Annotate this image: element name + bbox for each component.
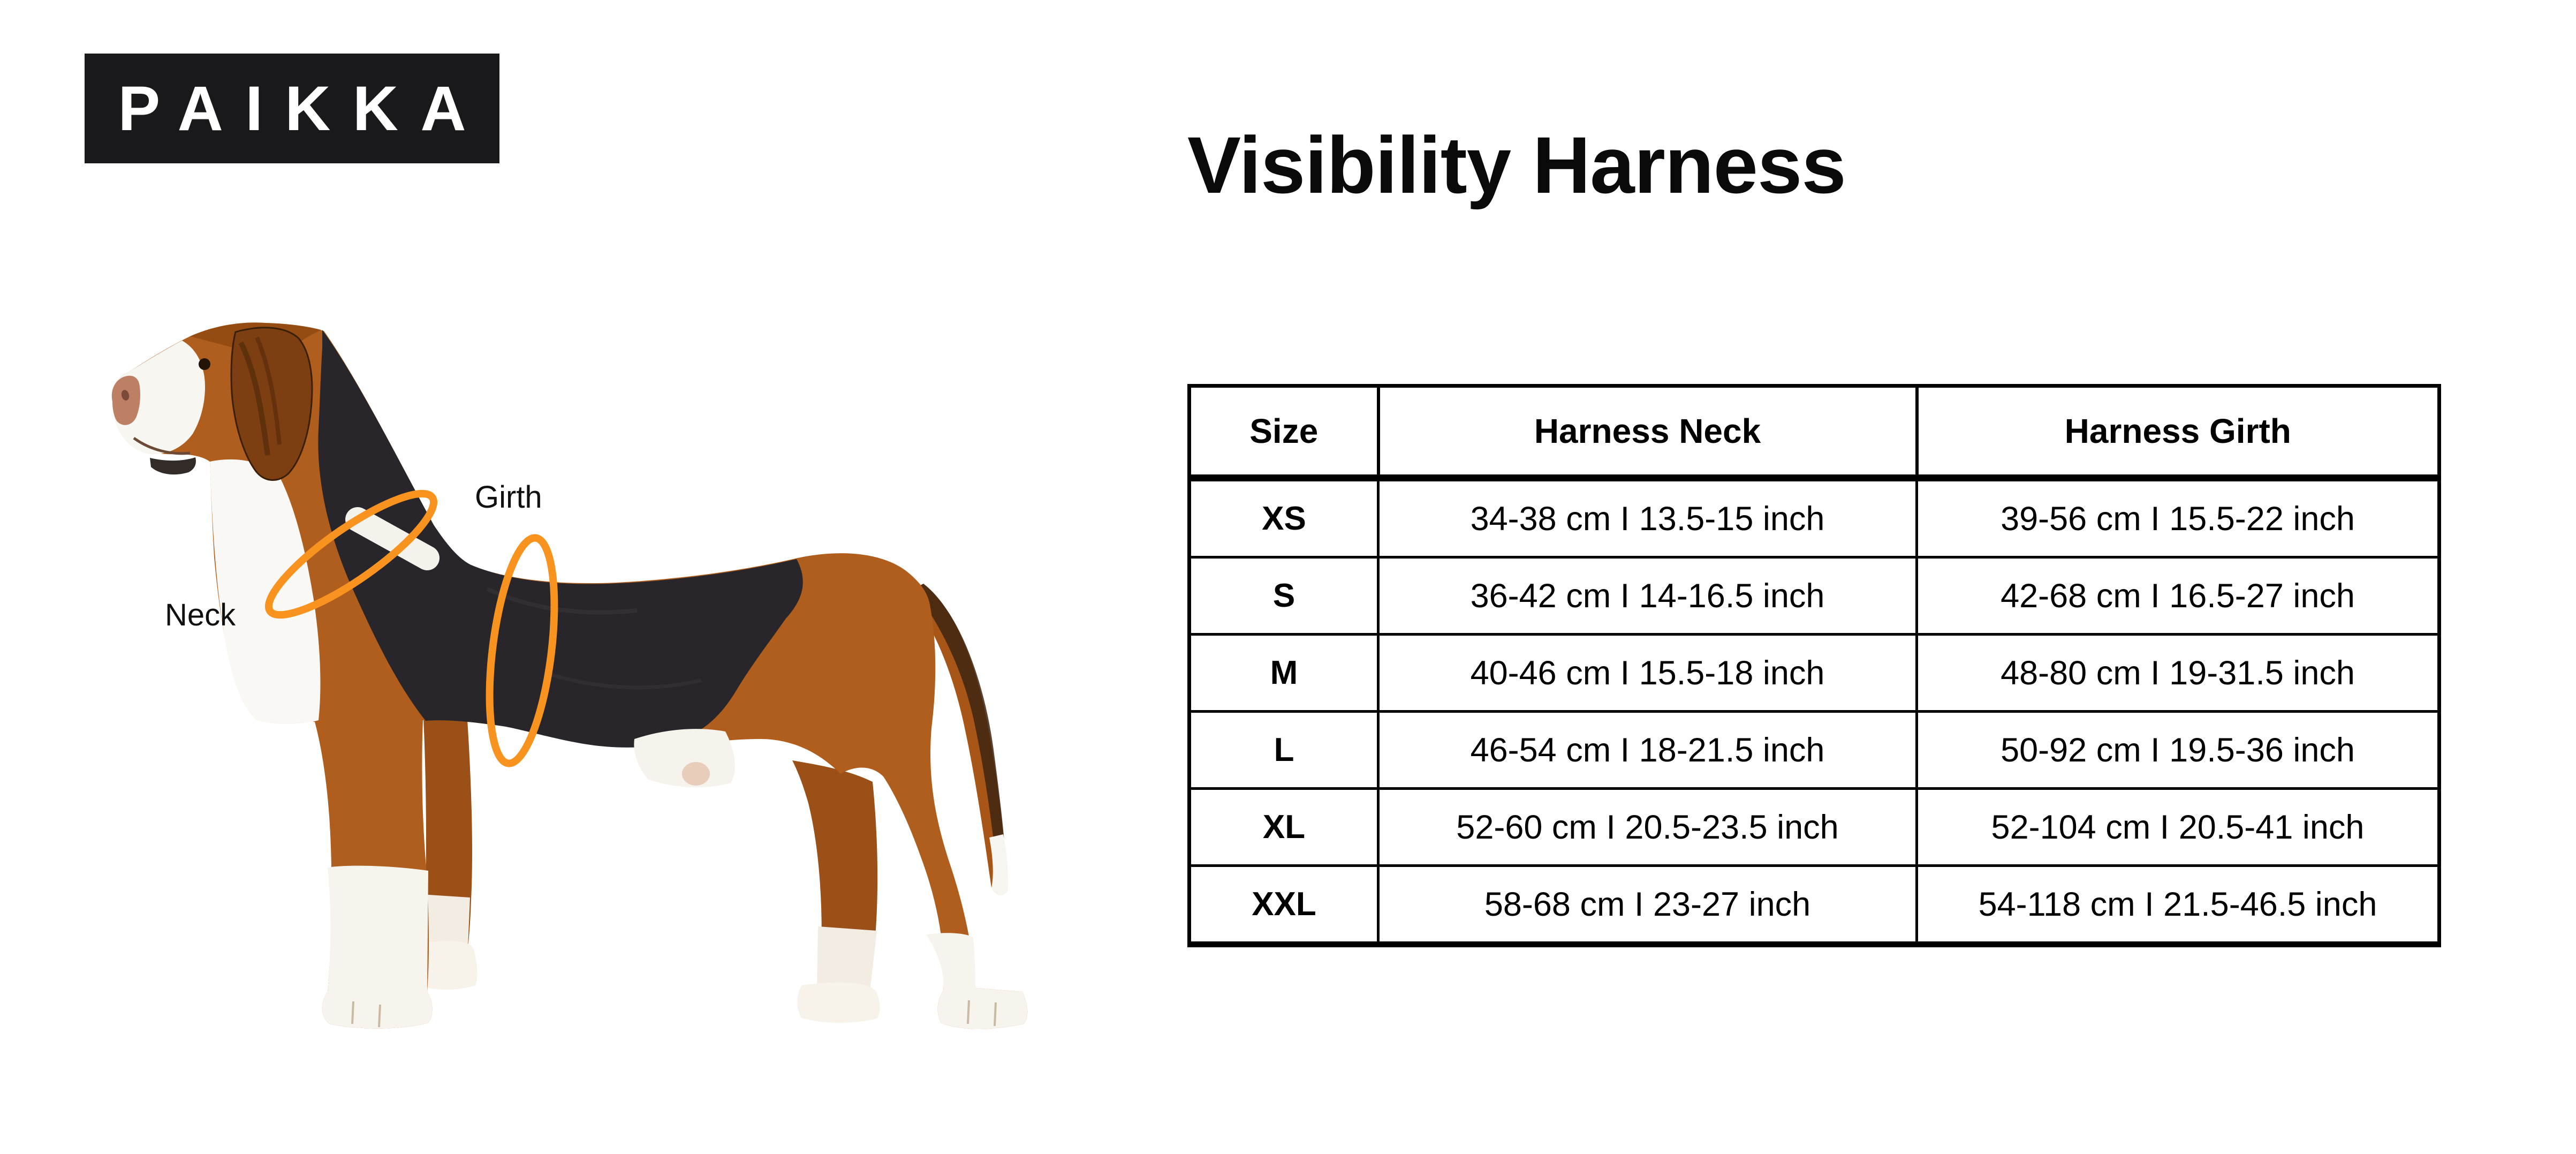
cell-size: M	[1188, 633, 1380, 713]
table-row-xs: XS 34-38 cm I 13.5-15 inch 39-56 cm I 15…	[1188, 477, 2441, 559]
dog-measurement-diagram: Girth Neck	[111, 322, 1028, 1029]
cell-size: XS	[1188, 477, 1380, 559]
neck-measurement-ring	[264, 489, 438, 619]
dog-ear	[230, 327, 313, 481]
cell-neck: 52-60 cm I 20.5-23.5 inch	[1377, 787, 1918, 867]
neck-label: Neck	[165, 598, 236, 632]
cell-neck: 40-46 cm I 15.5-18 inch	[1377, 633, 1918, 713]
page-title: Visibility Harness	[1187, 120, 1846, 210]
cell-girth: 54-118 cm I 21.5-46.5 inch	[1915, 864, 2441, 947]
table-row-l: L 46-54 cm I 18-21.5 inch 50-92 cm I 19.…	[1188, 710, 2441, 790]
cell-neck: 36-42 cm I 14-16.5 inch	[1377, 556, 1918, 636]
size-table-header-row: Size Harness Neck Harness Girth	[1187, 384, 2441, 481]
cell-neck: 46-54 cm I 18-21.5 inch	[1377, 710, 1918, 790]
dog-chest-marking	[210, 459, 321, 725]
dog-collar-marking	[345, 507, 440, 570]
girth-label: Girth	[475, 480, 542, 515]
table-row-xxl: XXL 58-68 cm I 23-27 inch 54-118 cm I 21…	[1188, 864, 2441, 947]
cell-girth: 48-80 cm I 19-31.5 inch	[1915, 633, 2441, 713]
table-row-xl: XL 52-60 cm I 20.5-23.5 inch 52-104 cm I…	[1188, 787, 2441, 867]
cell-girth: 39-56 cm I 15.5-22 inch	[1915, 477, 2441, 559]
header-harness-girth: Harness Girth	[1915, 384, 2441, 481]
cell-neck: 34-38 cm I 13.5-15 inch	[1377, 477, 1918, 559]
size-table: Size Harness Neck Harness Girth XS 34-38…	[1187, 384, 2441, 947]
cell-girth: 50-92 cm I 19.5-36 inch	[1915, 710, 2441, 790]
brand-logo-text: PAIKKA	[118, 73, 488, 144]
cell-size: L	[1188, 710, 1380, 790]
cell-girth: 52-104 cm I 20.5-41 inch	[1915, 787, 2441, 867]
brand-logo: PAIKKA	[85, 54, 499, 163]
dog-muzzle-marking	[112, 341, 206, 455]
cell-size: XL	[1188, 787, 1380, 867]
dog-saddle	[318, 330, 803, 748]
dog-tail	[907, 584, 1009, 896]
dog-lip-marking	[150, 457, 196, 475]
dog-hind-sock	[926, 933, 1028, 1029]
dog-far-hind-leg	[792, 760, 880, 1023]
header-size: Size	[1187, 384, 1380, 481]
cell-neck: 58-68 cm I 23-27 inch	[1377, 864, 1918, 947]
header-harness-neck: Harness Neck	[1376, 384, 1919, 481]
cell-size: XXL	[1188, 864, 1380, 947]
girth-measurement-ring	[486, 534, 558, 767]
cell-girth: 42-68 cm I 16.5-27 inch	[1915, 556, 2441, 636]
dog-far-front-leg	[413, 707, 478, 990]
dog-front-sock	[322, 865, 433, 1029]
cell-size: S	[1188, 556, 1380, 636]
dog-eye	[199, 358, 210, 370]
table-row-m: M 40-46 cm I 15.5-18 inch 48-80 cm I 19-…	[1188, 633, 2441, 713]
table-row-s: S 36-42 cm I 14-16.5 inch 42-68 cm I 16.…	[1188, 556, 2441, 636]
